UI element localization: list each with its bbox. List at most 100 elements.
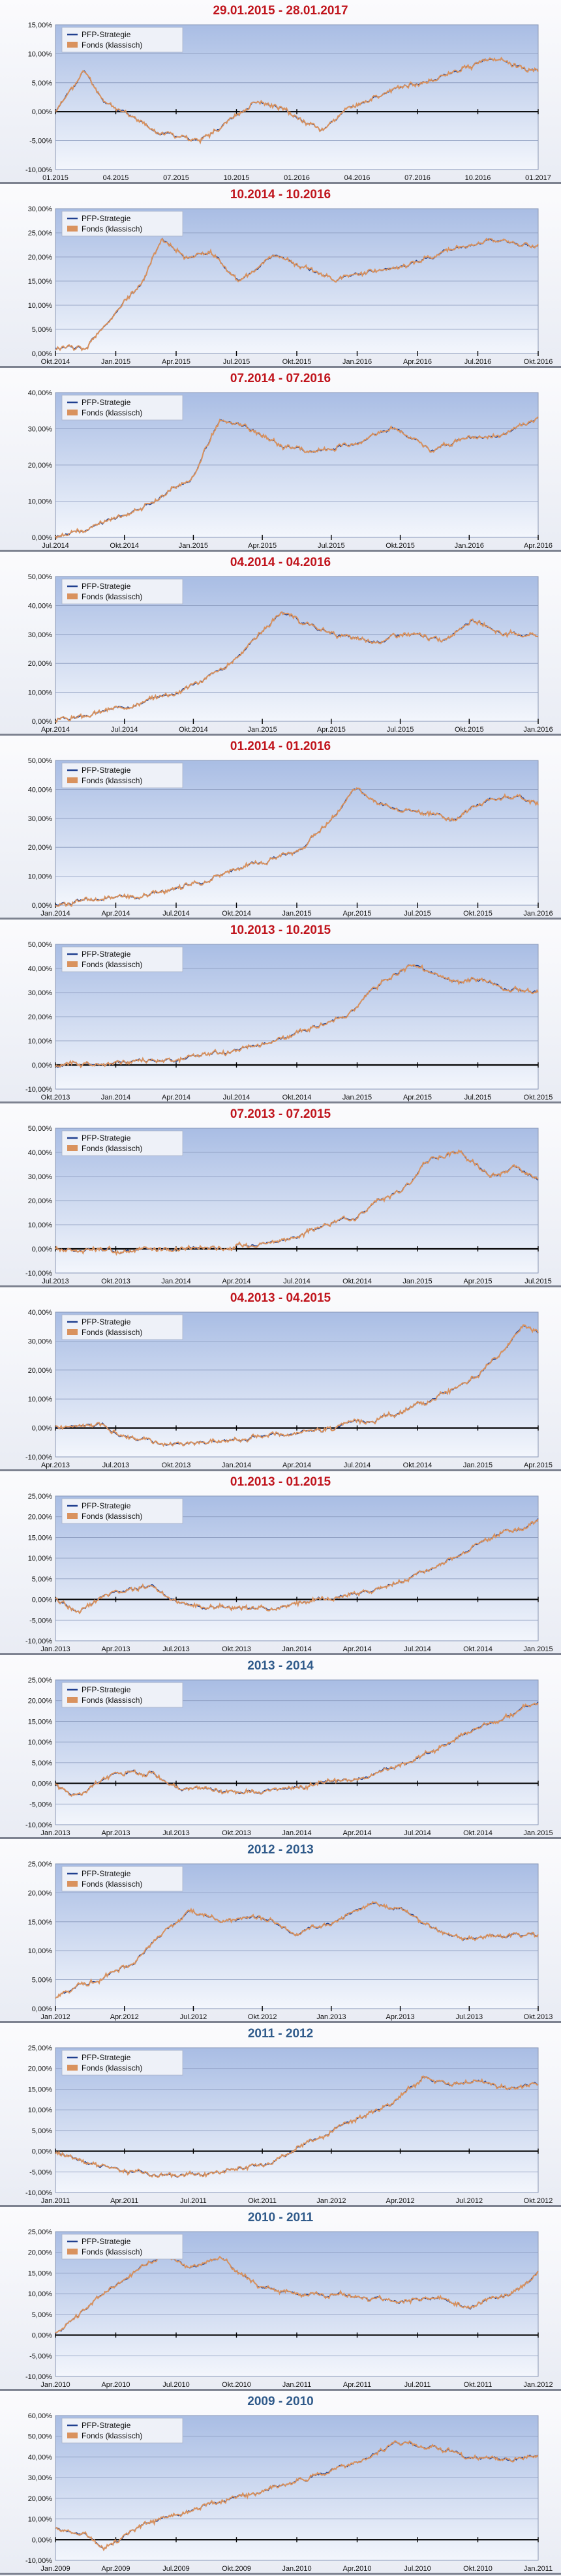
x-tick-label: Apr.2011 — [343, 2381, 371, 2389]
y-tick-label: 5,00% — [32, 1760, 52, 1767]
y-tick-label: 30,00% — [28, 205, 53, 213]
chart-panel: 2012 - 2013 0,00% 5,00% 10,00% 15,00% 20,00% 2… — [0, 1839, 561, 2023]
x-tick-label: 04.2016 — [344, 174, 371, 182]
x-tick-label: Jul.2014 — [223, 1094, 250, 1101]
x-tick-label: Jul.2016 — [464, 358, 492, 366]
x-tick-label: Jan.2009 — [40, 2565, 70, 2573]
series-line-fonds-klassisch — [55, 56, 539, 145]
x-tick-label: Apr.2014 — [222, 1278, 250, 1285]
chart-svg: -10,00% -5,00% 0,00% 5,00% 10,00% 15,00% 20,00… — [25, 1493, 553, 1653]
x-tick-label: Okt.2012 — [248, 2013, 277, 2021]
x-tick-label: Okt.2015 — [282, 358, 312, 366]
x-tick-label: Jan.2015 — [101, 358, 130, 366]
legend-label: PFP-Strategie — [82, 2421, 131, 2430]
series-line-fonds-klassisch — [55, 2440, 539, 2552]
legend-label: Fonds (klassisch) — [82, 1328, 142, 1337]
legend-box — [61, 578, 183, 605]
y-tick-label: 30,00% — [28, 426, 53, 434]
x-tick-label: Okt.2014 — [179, 726, 208, 734]
series-line-fonds-klassisch — [55, 787, 539, 907]
chart-svg: -10,00% 0,00% 10,00% 20,00% 30,00% 40,00% Apr.… — [25, 1309, 553, 1469]
y-tick-label: 10,00% — [28, 1739, 53, 1746]
x-tick-label: Jul.2014 — [162, 910, 190, 918]
legend-label: Fonds (klassisch) — [82, 40, 142, 50]
y-tick-label: 50,00% — [28, 941, 53, 949]
series-line-fonds-klassisch — [55, 1702, 539, 1797]
y-tick-label: 15,00% — [28, 22, 53, 29]
chart-panel: 07.2013 - 07.2015 -10,00% 0,00% 10,00% 20,00… — [0, 1103, 561, 1287]
x-tick-label: Okt.2011 — [464, 2381, 493, 2389]
x-tick-label: Okt.2014 — [463, 1829, 493, 1837]
x-tick-label: Jan.2015 — [402, 1278, 432, 1285]
y-tick-label: 50,00% — [28, 573, 53, 581]
chart-svg: 0,00% 10,00% 20,00% 30,00% 40,00% Jul.2014 Okt… — [28, 389, 553, 550]
chart-panel: 2010 - 2011 -10,00% -5,00% 0,00% 5,00% 10,00%… — [0, 2207, 561, 2391]
chart-svg: -10,00% -5,00% 0,00% 5,00% 10,00% 15,00% 20,00… — [25, 1677, 553, 1837]
legend-box — [61, 211, 183, 237]
y-tick-label: 20,00% — [28, 1367, 53, 1375]
x-tick-label: Jan.2015 — [179, 542, 208, 550]
legend-box — [61, 2418, 183, 2444]
x-tick-label: Jan.2014 — [40, 910, 70, 918]
chart-svg: 0,00% 5,00% 10,00% 15,00% 20,00% 25,00% Jan.20… — [28, 1861, 553, 2021]
legend-swatch-fonds — [67, 1881, 78, 1887]
x-tick-label: Okt.2013 — [41, 1094, 70, 1101]
x-tick-label: Apr.2015 — [162, 358, 190, 366]
x-tick-label: Jul.2013 — [455, 2013, 483, 2021]
x-tick-label: Jan.2016 — [342, 358, 372, 366]
x-tick-label: Okt.2014 — [463, 1645, 493, 1653]
y-tick-label: 0,00% — [32, 2536, 52, 2544]
chart-title: 01.2013 - 01.2015 — [230, 1475, 331, 1489]
legend-label: PFP-Strategie — [82, 2053, 131, 2062]
y-tick-label: 0,00% — [32, 718, 52, 726]
y-tick-label: 20,00% — [28, 660, 53, 668]
legend-label: Fonds (klassisch) — [82, 2431, 142, 2440]
x-tick-label: Jul.2013 — [162, 1829, 190, 1837]
y-tick-label: 0,00% — [32, 1780, 52, 1788]
y-tick-label: 20,00% — [28, 1698, 53, 1705]
legend-swatch-fonds — [67, 1145, 78, 1151]
chart-panel: 01.2013 - 01.2015 -10,00% -5,00% 0,00% 5,00%… — [0, 1471, 561, 1655]
x-tick-label: Jan.2014 — [282, 1645, 311, 1653]
y-tick-label: 0,00% — [32, 1596, 52, 1604]
legend-label: Fonds (klassisch) — [82, 2063, 142, 2073]
x-tick-label: Jul.2011 — [180, 2197, 207, 2205]
y-tick-label: 10,00% — [28, 2290, 53, 2298]
chart-panel: 01.2014 - 01.2016 0,00% 10,00% 20,00% 30,00%… — [0, 736, 561, 920]
x-tick-label: 10.2015 — [224, 174, 250, 182]
y-tick-label: 0,00% — [32, 1062, 52, 1070]
chart-svg: -10,00% -5,00% 0,00% 5,00% 10,00% 15,00% 20,00… — [25, 2228, 553, 2389]
x-tick-label: Jan.2011 — [524, 2565, 553, 2573]
legend-box — [61, 395, 183, 421]
legend-box — [61, 27, 183, 53]
x-tick-label: Apr.2015 — [403, 1094, 432, 1101]
y-tick-label: 30,00% — [28, 989, 53, 997]
y-tick-label: 0,00% — [32, 2148, 52, 2156]
x-tick-label: Apr.2013 — [386, 2013, 415, 2021]
x-tick-label: Jan.2015 — [523, 1645, 553, 1653]
series-line-fonds-klassisch — [55, 237, 539, 352]
x-tick-label: Jul.2014 — [42, 542, 69, 550]
x-tick-label: Jan.2014 — [101, 1094, 130, 1101]
chart-title: 04.2014 - 04.2016 — [230, 556, 331, 569]
legend-box — [61, 762, 183, 788]
x-tick-label: Jul.2013 — [102, 1461, 130, 1469]
legend-label: PFP-Strategie — [82, 1685, 131, 1694]
series-line-fonds-klassisch — [55, 1324, 539, 1448]
x-tick-label: Apr.2014 — [162, 1094, 190, 1101]
chart-panel: 04.2014 - 04.2016 0,00% 10,00% 20,00% 30,00%… — [0, 552, 561, 736]
y-tick-label: 10,00% — [28, 873, 53, 881]
x-tick-label: 07.2015 — [163, 174, 189, 182]
x-tick-label: Jan.2015 — [248, 726, 277, 734]
x-tick-label: Apr.2012 — [110, 2013, 139, 2021]
y-tick-label: 15,00% — [28, 1718, 53, 1726]
chart-panel: 2009 - 2010 -10,00% 0,00% 10,00% 20,00% 30,00… — [0, 2391, 561, 2575]
y-tick-label: 10,00% — [28, 2516, 53, 2524]
x-tick-label: Okt.2015 — [463, 910, 493, 918]
series-line-fonds-klassisch — [55, 964, 539, 1069]
x-tick-label: Apr.2014 — [282, 1461, 311, 1469]
legend-box — [61, 946, 183, 972]
chart-title: 10.2013 - 10.2015 — [230, 923, 331, 937]
legend-box — [61, 1682, 183, 1708]
